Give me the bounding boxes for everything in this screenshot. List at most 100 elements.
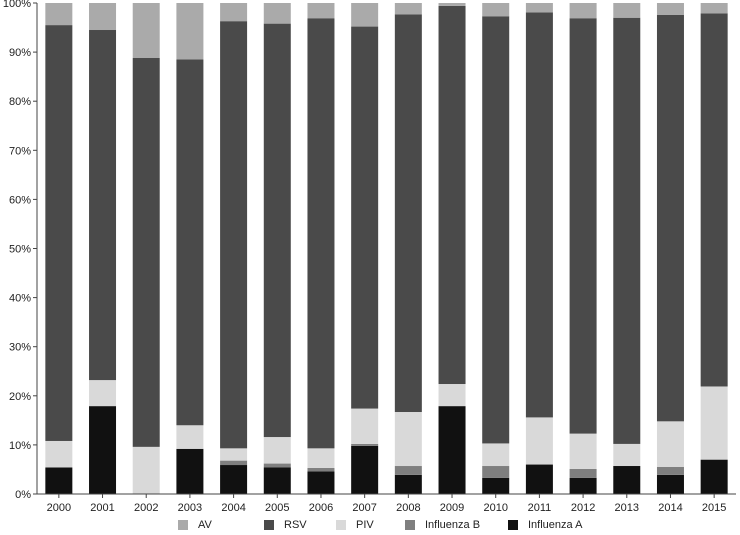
bar-rsv-2010	[482, 16, 510, 444]
bar-piv-2006	[307, 448, 335, 468]
y-tick-label: 30%	[9, 342, 31, 354]
bar-influenza-a-2007	[351, 445, 379, 494]
bar-av-2000	[45, 3, 73, 26]
legend-item-piv: PIV	[336, 519, 374, 531]
axes-group: 0% 10% 20% 30% 40% 50% 60% 70% 80% 90% 100% 2000 200…	[3, 0, 736, 514]
y-tick-label: 50%	[9, 244, 31, 256]
bar-influenza-a-2014	[656, 474, 684, 494]
bar-rsv-2006	[307, 18, 335, 449]
x-tick-label-2015: 2015	[702, 502, 726, 514]
bar-av-2012	[569, 3, 597, 19]
bar-piv-2007	[351, 408, 379, 444]
bar-influenza-b-2014	[656, 466, 684, 475]
x-tick-label-2003: 2003	[178, 502, 202, 514]
bar-rsv-2011	[525, 12, 553, 418]
bar-av-2006	[307, 3, 335, 19]
bar-rsv-2004	[220, 21, 248, 449]
bars-group	[45, 3, 728, 494]
y-tick-label: 0%	[15, 489, 31, 501]
x-tick-label-2006: 2006	[309, 502, 333, 514]
bar-rsv-2013	[613, 17, 641, 444]
legend-label-av: AV	[198, 519, 212, 531]
bar-av-2013	[613, 3, 641, 18]
bar-influenza-b-2007	[351, 443, 379, 446]
x-tick-label-2002: 2002	[134, 502, 158, 514]
y-tick-label: 90%	[9, 47, 31, 59]
legend-item-rsv: RSV	[264, 519, 307, 531]
bar-piv-2005	[263, 437, 291, 464]
bar-rsv-2012	[569, 18, 597, 434]
bar-piv-2013	[613, 443, 641, 467]
y-tick-label: 10%	[9, 440, 31, 452]
bar-piv-2001	[89, 380, 117, 407]
bar-rsv-2014	[656, 14, 684, 422]
bar-piv-2009	[438, 384, 466, 407]
bar-influenza-a-2008	[394, 474, 422, 494]
x-tick-label-2008: 2008	[396, 502, 420, 514]
bar-rsv-2000	[45, 25, 73, 441]
y-tick-label: 100%	[3, 0, 31, 10]
legend-item-influenza-a: Influenza A	[508, 519, 582, 531]
legend-swatch-rsv	[264, 520, 274, 530]
legend-label-influenza-b: Influenza B	[425, 519, 481, 531]
bar-piv-2000	[45, 440, 73, 468]
x-tick-label-2009: 2009	[440, 502, 464, 514]
bar-influenza-b-2006	[307, 467, 335, 472]
bar-influenza-a-2004	[220, 465, 248, 494]
bar-piv-2012	[569, 433, 597, 469]
bar-influenza-b-2012	[569, 468, 597, 478]
bar-piv-2011	[525, 417, 553, 465]
bar-av-2003	[176, 3, 204, 60]
bar-rsv-2009	[438, 5, 466, 385]
bar-influenza-a-2006	[307, 471, 335, 494]
bar-piv-2015	[700, 386, 728, 460]
x-tick-label-2007: 2007	[352, 502, 376, 514]
legend-label-influenza-a: Influenza A	[528, 519, 583, 531]
bar-piv-2014	[656, 421, 684, 467]
legend-item-av: AV	[178, 519, 212, 531]
bar-influenza-a-2010	[482, 477, 510, 494]
x-tick-label-2001: 2001	[90, 502, 114, 514]
bar-piv-2002	[132, 446, 160, 494]
bar-piv-2008	[394, 412, 422, 467]
x-tick-label-2013: 2013	[615, 502, 639, 514]
legend: AV RSV PIV Influenza B Influenza A	[0, 519, 740, 535]
y-tick-label: 20%	[9, 391, 31, 403]
legend-label-rsv: RSV	[284, 519, 307, 531]
bar-influenza-a-2005	[263, 467, 291, 494]
x-tick-label-2014: 2014	[658, 502, 682, 514]
x-tick-label-2005: 2005	[265, 502, 289, 514]
y-tick-label: 70%	[9, 145, 31, 157]
bar-influenza-b-2005	[263, 463, 291, 468]
bar-influenza-a-2013	[613, 466, 641, 494]
bar-piv-2010	[482, 443, 510, 467]
bar-av-2002	[132, 3, 160, 58]
bar-rsv-2008	[394, 14, 422, 413]
y-tick-label: 60%	[9, 194, 31, 206]
bar-piv-2004	[220, 448, 248, 461]
bar-av-2005	[263, 3, 291, 24]
bar-av-2004	[220, 3, 248, 22]
bar-av-2015	[700, 3, 728, 14]
x-tick-label-2012: 2012	[571, 502, 595, 514]
bar-piv-2003	[176, 425, 204, 449]
bar-av-2008	[394, 3, 422, 15]
bar-av-2009	[438, 3, 466, 6]
bar-influenza-b-2010	[482, 466, 510, 478]
bar-rsv-2001	[89, 30, 117, 381]
legend-swatch-piv	[336, 520, 346, 530]
legend-item-influenza-b: Influenza B	[405, 519, 480, 531]
bar-av-2014	[656, 3, 684, 15]
bar-av-2010	[482, 3, 510, 17]
bar-influenza-a-2000	[45, 467, 73, 494]
bar-influenza-a-2011	[525, 464, 553, 494]
bar-rsv-2007	[351, 26, 379, 409]
bar-influenza-b-2008	[394, 466, 422, 475]
bar-influenza-a-2001	[89, 406, 117, 494]
legend-swatch-influenza-a	[508, 520, 518, 530]
bar-influenza-a-2012	[569, 477, 597, 494]
bar-av-2007	[351, 3, 379, 27]
y-tick-label: 80%	[9, 96, 31, 108]
y-tick-label: 40%	[9, 293, 31, 305]
